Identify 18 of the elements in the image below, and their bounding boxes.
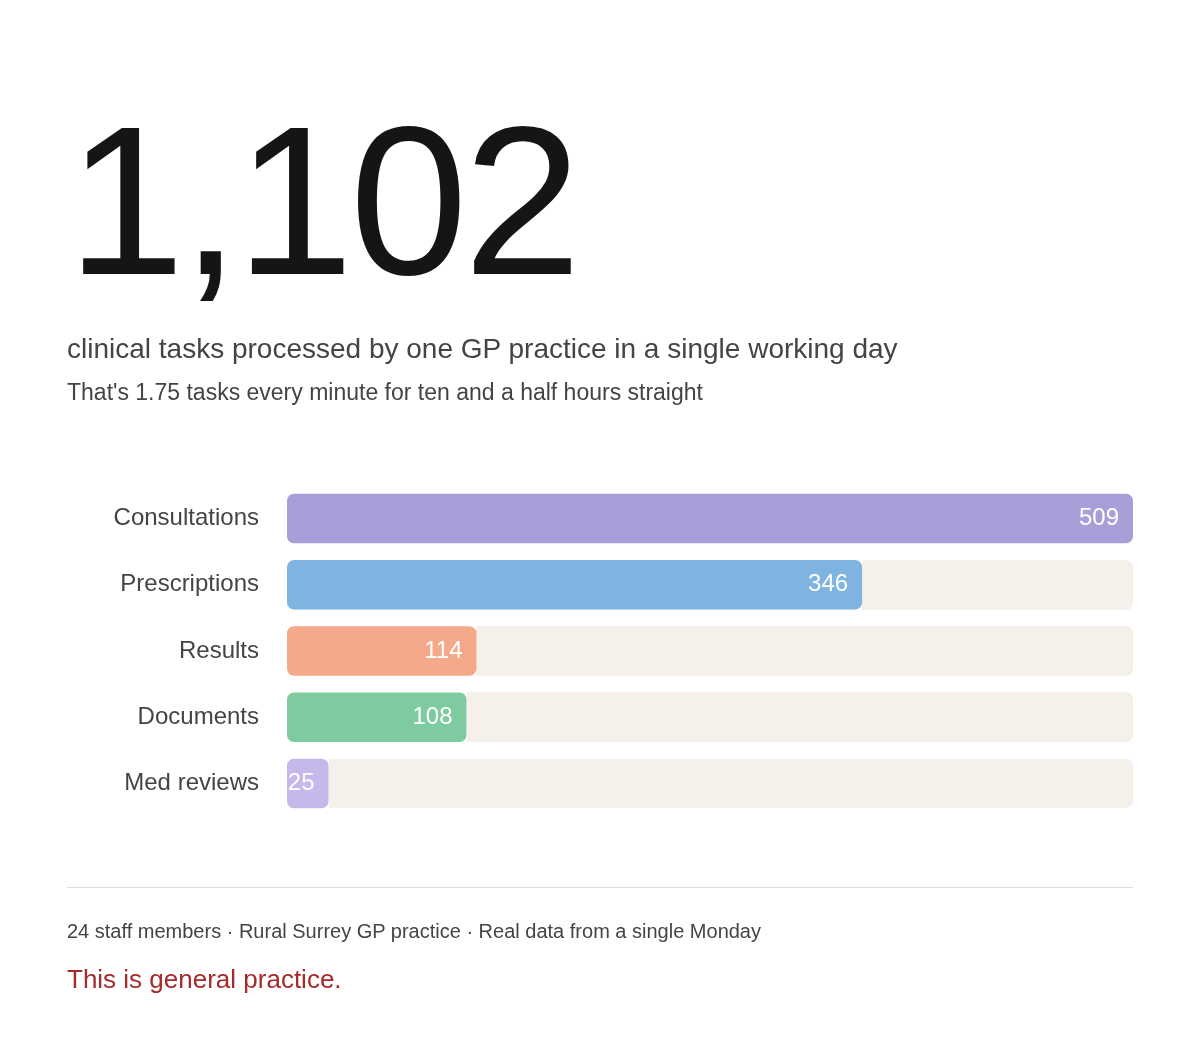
bar: [287, 692, 467, 743]
y-tick-label: Consultations: [113, 503, 259, 531]
data-label: 25: [287, 768, 315, 796]
text: 24 staff members · Rural Surrey GP practice · Real data from a single Monday: [67, 920, 761, 943]
y-tick-label: Documents: [137, 701, 259, 729]
text: That's 1.75 tasks every minute for ten and a half hours straight: [67, 379, 703, 406]
y-tick-label: Med reviews: [124, 768, 259, 796]
data-label: 114: [424, 635, 463, 663]
chart-subtitle: clinical tasks processed by one GP practice in a single working day: [67, 333, 898, 365]
y-tick-label: Results: [178, 635, 259, 663]
bar: [287, 493, 1133, 544]
text: This is general practice.: [67, 964, 342, 995]
data-label: 346: [808, 569, 849, 597]
y-tick-label: Prescriptions: [120, 569, 259, 597]
data-label: 509: [1078, 503, 1119, 531]
data-label: 108: [412, 701, 453, 729]
chart-title: 1,102: [67, 82, 578, 319]
bar: [287, 626, 477, 676]
